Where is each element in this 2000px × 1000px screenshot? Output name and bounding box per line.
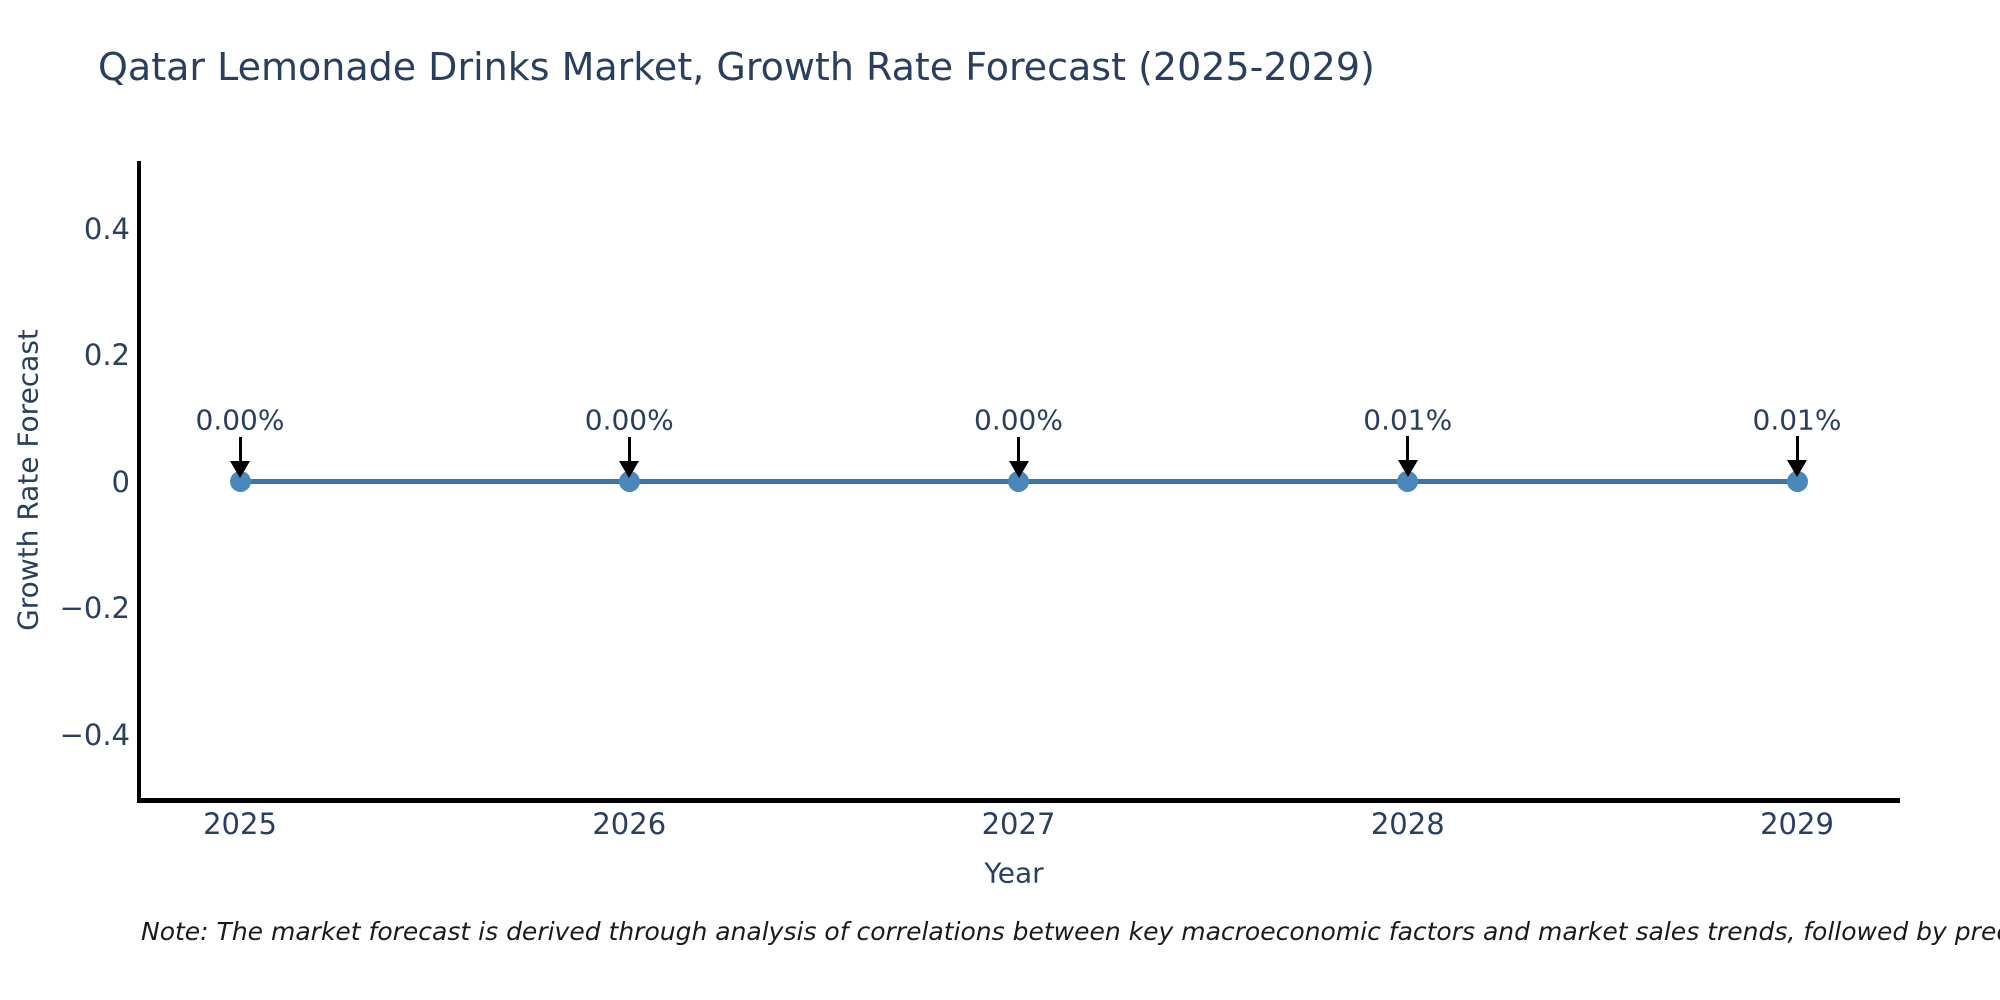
annotation-arrow-head-icon	[1787, 460, 1807, 478]
x-axis-line	[137, 798, 1900, 803]
y-axis-line	[137, 161, 141, 802]
annotation-arrow-shaft	[1795, 436, 1799, 463]
data-point-label: 0.00%	[195, 403, 285, 437]
x-tick-label: 2027	[981, 807, 1056, 841]
annotation-arrow-shaft	[1406, 436, 1410, 463]
annotation-arrow-head-icon	[230, 460, 250, 478]
y-tick-label: −0.4	[59, 717, 130, 752]
annotation-arrow-head-icon	[1008, 460, 1029, 478]
data-point-label: 0.01%	[1363, 403, 1453, 437]
annotation-arrow-shaft	[627, 436, 631, 463]
x-tick-label: 2026	[592, 807, 667, 841]
annotation-arrow-shaft	[238, 436, 242, 463]
data-point-label: 0.00%	[584, 403, 674, 437]
footnote: Note: The market forecast is derived thr…	[141, 917, 2000, 946]
y-tick-label: 0.4	[83, 211, 130, 246]
x-tick-label: 2029	[1760, 807, 1834, 841]
data-point-label: 0.01%	[1752, 403, 1842, 437]
y-tick-label: 0.2	[83, 338, 130, 372]
y-tick-label: 0	[111, 464, 130, 499]
x-tick-label: 2025	[203, 807, 277, 841]
x-axis-title: Year	[984, 856, 1044, 890]
data-point-label: 0.00%	[974, 403, 1063, 437]
annotation-arrow-head-icon	[619, 460, 640, 478]
x-tick-label: 2028	[1370, 807, 1445, 841]
chart-title: Qatar Lemonade Drinks Market, Growth Rat…	[98, 45, 1375, 89]
annotation-arrow-head-icon	[1397, 460, 1418, 478]
annotation-arrow-shaft	[1017, 436, 1020, 463]
y-tick-label: −0.2	[59, 591, 130, 625]
